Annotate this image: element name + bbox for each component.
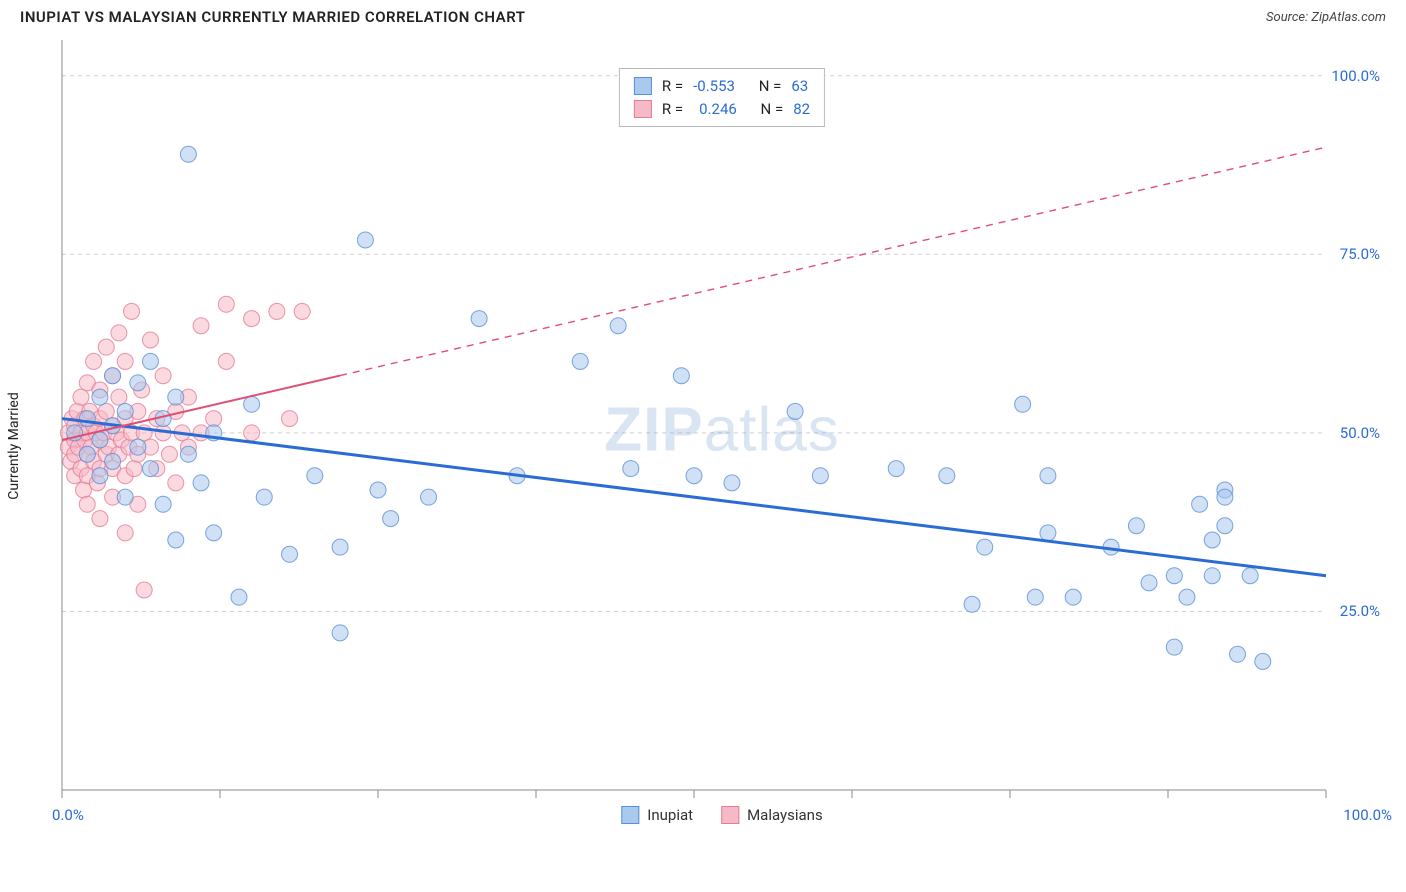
swatch-inupiat [621, 806, 639, 824]
y-tick-label: 50.0% [1338, 424, 1382, 442]
r-label: R = [662, 98, 683, 121]
stat-row-inupiat: R = -0.553 N = 63 [634, 75, 810, 98]
n-value-malaysians: 82 [793, 98, 810, 121]
x-axis-min-label: 0.0% [52, 806, 84, 824]
n-value-inupiat: 63 [791, 75, 808, 98]
r-value-malaysians: 0.246 [693, 98, 737, 121]
source-label: Source: ZipAtlas.com [1266, 10, 1386, 25]
chart-title: INUPIAT VS MALAYSIAN CURRENTLY MARRIED C… [20, 8, 525, 26]
swatch-malaysians [721, 806, 739, 824]
legend-item-malaysians: Malaysians [721, 806, 823, 824]
legend-label: Inupiat [647, 806, 693, 824]
y-tick-label: 25.0% [1338, 602, 1382, 620]
swatch-inupiat [634, 77, 652, 95]
chart-area: ZIPatlas R = -0.553 N = 63 R = 0.246 N =… [58, 30, 1386, 830]
x-axis-max-label: 100.0% [1343, 806, 1392, 824]
y-tick-label: 100.0% [1329, 67, 1382, 85]
legend-item-inupiat: Inupiat [621, 806, 693, 824]
r-value-inupiat: -0.553 [693, 75, 735, 98]
r-label: R = [662, 75, 683, 98]
legend-label: Malaysians [747, 806, 823, 824]
n-label: N = [761, 98, 784, 121]
y-axis-label: Currently Married [6, 392, 22, 499]
bottom-legend: Inupiat Malaysians [621, 806, 822, 824]
n-label: N = [759, 75, 782, 98]
y-tick-label: 75.0% [1338, 245, 1382, 263]
stat-legend: R = -0.553 N = 63 R = 0.246 N = 82 [619, 68, 825, 127]
scatter-plot [58, 30, 1386, 830]
stat-row-malaysians: R = 0.246 N = 82 [634, 98, 810, 121]
swatch-malaysians [634, 100, 652, 118]
